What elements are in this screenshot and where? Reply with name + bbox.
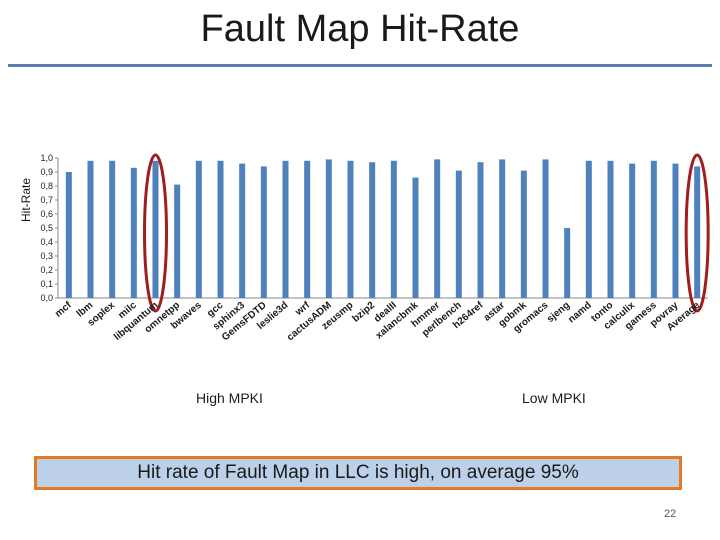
y-tick-label: 0,2 (40, 265, 53, 275)
bar-gromacs (542, 159, 549, 298)
bar-mcf (65, 172, 72, 298)
y-tick-label: 0,7 (40, 195, 53, 205)
bar-libquantum (152, 160, 159, 298)
bar-cactusADM (325, 159, 332, 298)
y-axis: 0,0 0,1 0,2 0,3 0,4 0,5 0,6 0,7 0,8 0,9 1,0 (40, 153, 708, 303)
bars (65, 159, 701, 298)
title-divider (8, 64, 712, 67)
bar-sjeng (564, 228, 571, 298)
bar-namd (585, 160, 592, 298)
bar-gobmk (520, 170, 527, 298)
bar-zeusmp (347, 160, 354, 298)
bar-bwaves (195, 160, 202, 298)
bar-milc (130, 167, 137, 298)
bar-lbm (87, 160, 94, 298)
y-tick-label: 0,5 (40, 223, 53, 233)
bar-leslie3d (282, 160, 289, 298)
summary-callout: Hit rate of Fault Map in LLC is high, on… (34, 456, 682, 490)
page-number: 22 (664, 508, 677, 520)
highlight-ring-Average (684, 153, 710, 313)
hit-rate-bar-chart: 0,0 0,1 0,2 0,3 0,4 0,5 0,6 0,7 0,8 0,9 1,0 Hit-Ra… (19, 153, 710, 343)
bar-hmmer (434, 159, 441, 298)
y-tick-label: 0,9 (40, 167, 53, 177)
y-tick-label: 0,6 (40, 209, 53, 219)
bar-xalancbmk (412, 177, 419, 298)
x-tick-label: sjeng (545, 300, 572, 325)
bar-Average (694, 166, 701, 298)
slide-title: Fault Map Hit-Rate (200, 8, 520, 50)
bar-povray (672, 163, 679, 298)
bar-gamess (650, 160, 657, 298)
x-tick-label: namd (566, 300, 594, 326)
y-tick-label: 0,8 (40, 181, 53, 191)
y-axis-label: Hit-Rate (19, 178, 33, 222)
y-tick-label: 0,3 (40, 251, 53, 261)
highlight-ring-libquantum (143, 153, 168, 313)
y-tick-label: 0,0 (40, 293, 53, 303)
bar-sphinx3 (239, 163, 246, 298)
bar-gcc (217, 160, 224, 298)
bar-GemsFDTD (260, 166, 267, 298)
high-mpki-label: High MPKI (196, 390, 263, 406)
bar-wrf (304, 160, 311, 298)
bar-omnetpp (174, 184, 181, 298)
bar-tonto (607, 160, 614, 298)
x-tick-label: mcf (53, 299, 74, 319)
y-tick-label: 0,1 (40, 279, 53, 289)
bar-h264ref (477, 162, 484, 298)
bar-astar (499, 159, 506, 298)
x-tick-label: bzip2 (350, 300, 377, 325)
y-tick-label: 0,4 (40, 237, 53, 247)
y-tick-label: 1,0 (40, 153, 53, 163)
bar-perlbench (455, 170, 462, 298)
bar-dealII (390, 160, 397, 298)
highlight-rings (143, 153, 710, 313)
bar-soplex (109, 160, 116, 298)
bar-bzip2 (369, 162, 376, 298)
bar-calculix (629, 163, 636, 298)
low-mpki-label: Low MPKI (522, 390, 586, 406)
